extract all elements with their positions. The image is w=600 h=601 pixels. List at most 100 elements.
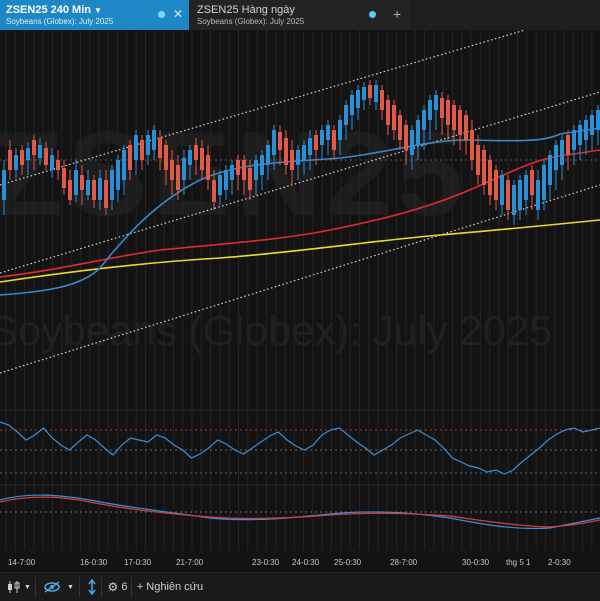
candle-body xyxy=(362,87,366,100)
candle-body xyxy=(590,115,594,135)
chevron-down-icon[interactable]: ▼ xyxy=(94,6,102,15)
candle-body xyxy=(434,95,438,110)
visibility-button[interactable]: ▼ xyxy=(38,577,80,597)
candle-body xyxy=(206,155,210,180)
candle-body xyxy=(518,180,522,210)
candle-body xyxy=(62,168,66,188)
plus-icon[interactable]: + xyxy=(393,6,402,22)
candle-body xyxy=(266,145,270,165)
candle-body xyxy=(218,175,222,195)
candle-body xyxy=(26,148,30,160)
close-icon[interactable]: ✕ xyxy=(173,7,184,21)
time-axis: 14-7:00 16-0:30 17-0:30 21-7:00 23-0:30 24-0:… xyxy=(0,552,600,572)
candle-body xyxy=(200,148,204,170)
candle-body xyxy=(116,160,120,190)
candle-body xyxy=(224,170,228,190)
time-axis-label: thg 5 1 xyxy=(506,558,531,567)
candle-body xyxy=(344,105,348,125)
candle-body xyxy=(302,145,306,160)
moving-average-line xyxy=(0,127,600,296)
candles-icon xyxy=(6,580,22,594)
candle-body xyxy=(110,170,114,200)
candle-body xyxy=(476,145,480,175)
candle-body xyxy=(146,135,150,155)
candle-body xyxy=(500,175,504,205)
candle-body xyxy=(158,138,162,158)
candle-body xyxy=(440,98,444,118)
candle-body xyxy=(86,180,90,195)
candle-body xyxy=(140,140,144,160)
candle-body xyxy=(32,140,36,155)
tab-subtitle: Soybeans (Globex): July 2025 xyxy=(6,17,114,26)
tab-title: ZSEN25 240 Min ▼ xyxy=(6,4,102,16)
candle-body xyxy=(260,155,264,175)
candle-body xyxy=(284,138,288,165)
candle-body xyxy=(56,160,60,170)
candle-body xyxy=(506,180,510,210)
candle-body xyxy=(374,85,378,102)
candle-body xyxy=(380,90,384,110)
candle-body xyxy=(50,155,54,170)
candle-body xyxy=(512,185,516,215)
candle-body xyxy=(182,158,186,180)
candle-body xyxy=(128,145,132,170)
tab-title: ZSEN25 Hàng ngày xyxy=(197,4,295,16)
time-axis-label: 30-0:30 xyxy=(462,558,490,567)
price-chart[interactable] xyxy=(0,30,600,550)
candle-body xyxy=(584,120,588,140)
candle-body xyxy=(446,100,450,125)
candle-body xyxy=(416,120,420,145)
candle-body xyxy=(596,110,600,130)
candle-body xyxy=(452,105,456,130)
candle-body xyxy=(74,170,78,195)
tab-bar: ZSEN25 240 Min ▼ Soybeans (Globex): July… xyxy=(0,0,600,30)
candle-body xyxy=(152,130,156,150)
candle-body xyxy=(494,170,498,200)
scale-button[interactable] xyxy=(82,577,102,597)
candle-body xyxy=(98,178,102,200)
candle-body xyxy=(548,155,552,185)
chart-area[interactable]: ZSEN25 Soybeans (Globex): July 2025 xyxy=(0,30,600,550)
candle-body xyxy=(188,150,192,165)
candle-body xyxy=(134,135,138,160)
candle-body xyxy=(176,165,180,190)
chart-type-button[interactable]: ▼ xyxy=(2,577,36,597)
candle-body xyxy=(320,130,324,145)
tab-zsen25-daily[interactable]: ZSEN25 Hàng ngày Soybeans (Globex): July… xyxy=(191,0,410,30)
candle-body xyxy=(290,150,294,170)
candle-body xyxy=(8,150,12,170)
gear-icon: ⚙ xyxy=(107,580,119,594)
candle-body xyxy=(314,135,318,150)
oscillator-signal-line xyxy=(0,496,600,528)
tab-zsen25-240min[interactable]: ZSEN25 240 Min ▼ Soybeans (Globex): July… xyxy=(0,0,189,30)
watermark-name: Soybeans (Globex): July 2025 xyxy=(0,307,553,354)
time-axis-label: 17-0:30 xyxy=(124,558,152,567)
settings-button[interactable]: ⚙ 6 xyxy=(104,577,132,597)
candle-body xyxy=(386,100,390,125)
chevron-down-icon: ▼ xyxy=(67,583,74,591)
candle-body xyxy=(458,110,462,135)
candle-body xyxy=(428,100,432,120)
candle-body xyxy=(164,145,168,170)
candle-body xyxy=(338,120,342,140)
candle-body xyxy=(350,95,354,115)
candle-body xyxy=(230,165,234,180)
candle-body xyxy=(410,130,414,155)
plus-icon: + xyxy=(136,581,144,593)
candle-body xyxy=(44,148,48,165)
moving-average-line xyxy=(0,149,600,278)
eye-off-icon xyxy=(43,581,61,593)
trend-channel-line xyxy=(0,91,600,274)
candle-body xyxy=(332,130,336,150)
candle-body xyxy=(482,150,486,185)
research-button[interactable]: + Nghiên cứu xyxy=(134,577,206,597)
candle-body xyxy=(356,90,360,108)
time-axis-label: 2-0:30 xyxy=(548,558,571,567)
candle-body xyxy=(272,130,276,155)
candle-body xyxy=(254,160,258,180)
candle-body xyxy=(398,115,402,140)
candle-body xyxy=(236,160,240,175)
candle-body xyxy=(278,132,282,150)
candle-body xyxy=(38,145,42,158)
candle-body xyxy=(296,150,300,165)
